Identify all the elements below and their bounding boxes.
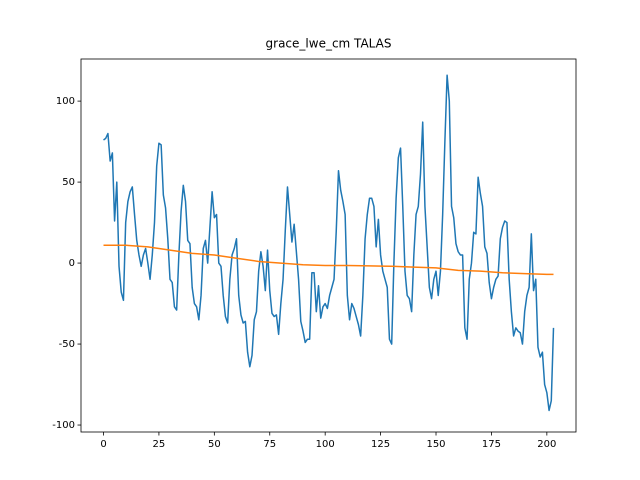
x-tick-label: 125 bbox=[371, 439, 390, 450]
y-tick-label: -50 bbox=[59, 339, 75, 350]
x-tick-label: 200 bbox=[537, 439, 556, 450]
y-tick-label: 100 bbox=[56, 96, 75, 107]
y-tick-label: 0 bbox=[69, 258, 75, 269]
x-tick-label: 75 bbox=[263, 439, 276, 450]
x-tick-label: 175 bbox=[482, 439, 501, 450]
x-tick-label: 0 bbox=[100, 439, 106, 450]
y-tick-label: 50 bbox=[62, 177, 75, 188]
x-tick-label: 150 bbox=[426, 439, 445, 450]
x-tick-label: 25 bbox=[153, 439, 166, 450]
plot-frame bbox=[80, 58, 577, 433]
data-line bbox=[103, 244, 554, 276]
chart-title: grace_lwe_cm TALAS bbox=[266, 37, 392, 51]
x-tick-label: 100 bbox=[316, 439, 335, 450]
data-line bbox=[103, 74, 555, 412]
y-tick-label: -100 bbox=[52, 420, 75, 431]
x-tick-label: 50 bbox=[208, 439, 221, 450]
